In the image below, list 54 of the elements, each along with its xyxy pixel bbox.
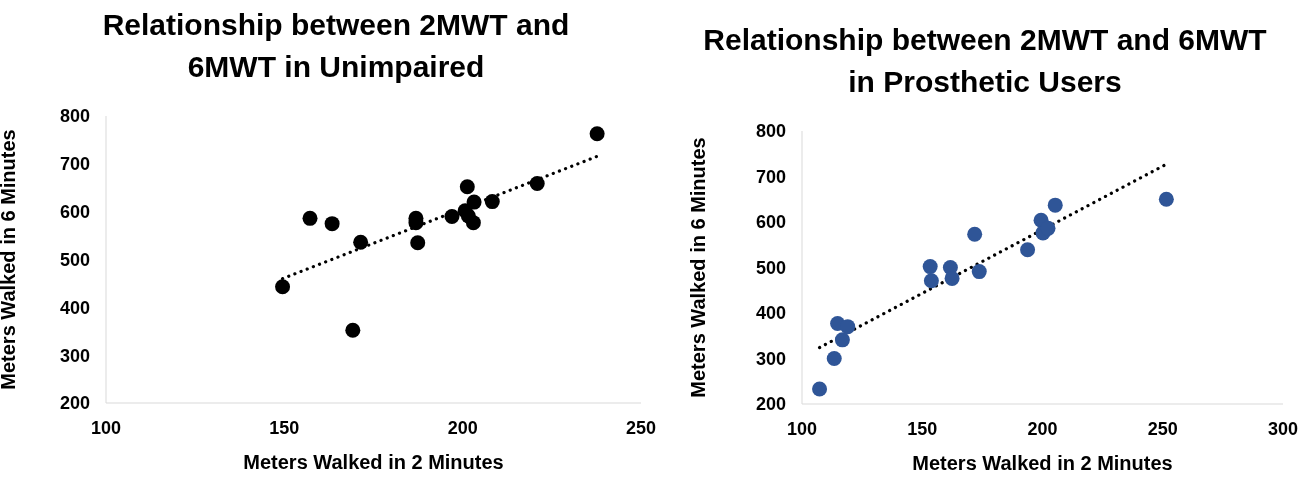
point [529,175,545,191]
point [324,216,340,232]
x-axis-title: Meters Walked in 2 Minutes [912,452,1173,474]
chart-title: Relationship between 2MWT and 6MWT in Prosthetic Users [702,22,1268,100]
point [967,226,983,242]
y-tick-label: 500 [59,249,90,270]
point [589,126,605,142]
x-tick-label: 250 [625,417,657,438]
point [275,279,291,295]
point [345,322,361,338]
point [353,234,369,250]
y-tick-label: 300 [755,348,786,369]
y-tick-label: 300 [59,345,90,366]
y-axis-title: Meters Walked in 6 Minutes [0,129,20,390]
x-tick-label: 100 [90,417,122,438]
point [923,273,939,289]
point [826,351,842,366]
y-tick-label: 400 [59,297,90,318]
x-tick-label: 150 [269,417,300,438]
y-tick-label: 400 [755,303,786,324]
point [459,179,475,195]
x-tick-label: 200 [1027,418,1058,439]
point [1047,197,1063,213]
point [466,194,482,210]
y-tick-label: 800 [755,121,786,142]
x-axis-title: Meters Walked in 2 Minutes [243,451,504,473]
x-tick-label: 100 [786,418,818,439]
point [812,381,828,397]
y-tick-label: 700 [59,154,90,175]
point [444,208,460,224]
y-tick-label: 200 [755,394,786,415]
point [944,270,960,286]
y-tick-label: 800 [59,106,90,127]
y-tick-label: 500 [755,257,786,278]
y-tick-label: 600 [755,212,786,233]
x-tick-label: 150 [907,418,938,439]
chart-title: Relationship between 2MWT and 6MWT in Unimpaired [101,7,571,85]
point [922,259,938,275]
point [840,319,856,335]
point [484,194,500,210]
y-tick-label: 200 [59,393,90,414]
point [834,332,850,348]
point [1158,191,1174,207]
y-tick-label: 600 [59,202,90,223]
point [302,210,318,226]
point [465,215,481,231]
point [1020,242,1036,258]
point [971,264,987,280]
y-tick-label: 700 [755,166,786,187]
point [410,235,426,251]
x-tick-label: 300 [1267,418,1299,439]
x-tick-label: 200 [447,417,478,438]
y-axis-title: Meters Walked in 6 Minutes [687,137,710,398]
x-tick-label: 250 [1147,418,1178,439]
